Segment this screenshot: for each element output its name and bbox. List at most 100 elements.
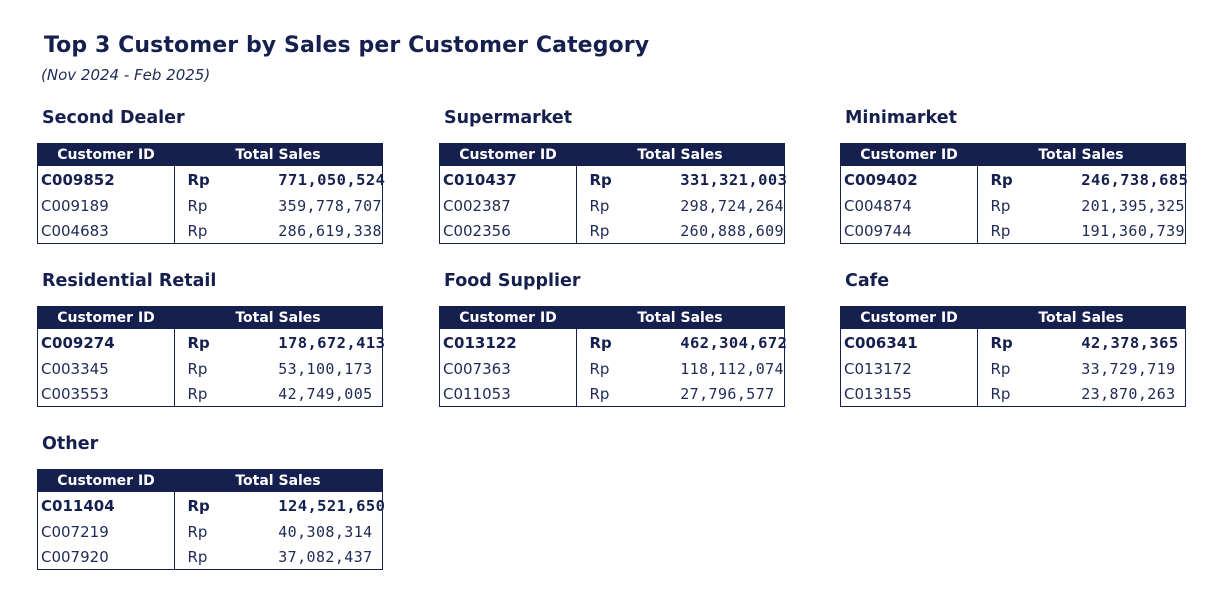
customer-id-cell: C004874 (840, 193, 978, 218)
currency-cell: Rp (589, 221, 610, 240)
sales-amount-cell: 124,521,650 (278, 491, 385, 519)
table-row: C013172 Rp 33,729,719 (840, 356, 1186, 381)
customer-id-cell: C003553 (37, 381, 175, 407)
sales-table-second-dealer: Customer ID Total Sales C009852 Rp 771,050,5… (37, 143, 385, 244)
table-row: C004874 Rp 201,395,325 (840, 193, 1186, 218)
customer-id-cell: C004683 (37, 218, 175, 244)
customer-id-cell: C006341 (840, 328, 978, 356)
table-row-top: C009274 Rp 178,672,413 (37, 328, 385, 356)
currency-cell: Rp (187, 359, 208, 378)
page-subtitle: (Nov 2024 - Feb 2025) (41, 66, 211, 84)
sales-amount-cell: 40,308,314 (278, 522, 373, 541)
total-sales-header: Total Sales (576, 306, 785, 329)
table-row: C007363 Rp 118,112,074 (439, 356, 785, 381)
category-title: Cafe (845, 271, 890, 291)
sales-amount-cell: 771,050,524 (278, 165, 385, 193)
currency-cell: Rp (990, 221, 1011, 240)
table-row: C009744 Rp 191,360,739 (840, 218, 1186, 244)
sales-amount-cell: 23,870,263 (1081, 384, 1176, 403)
table-header-row: Customer ID Total Sales (840, 143, 1186, 166)
sales-amount-cell: 191,360,739 (1081, 221, 1185, 240)
customer-id-cell: C013172 (840, 356, 978, 381)
customer-id-header: Customer ID (37, 143, 174, 166)
sales-table-residential-retail: Customer ID Total Sales C009274 Rp 178,672,4… (37, 306, 385, 407)
table-row-top: C013122 Rp 462,304,672 (439, 328, 787, 356)
sales-amount-cell: 359,778,707 (278, 196, 382, 215)
customer-id-cell: C007219 (37, 519, 175, 544)
customer-id-header: Customer ID (37, 306, 174, 329)
category-title: Residential Retail (42, 271, 217, 291)
table-header-row: Customer ID Total Sales (37, 143, 383, 166)
table-row: C009189 Rp 359,778,707 (37, 193, 383, 218)
table-row-top: C006341 Rp 42,378,365 (840, 328, 1186, 356)
customer-id-cell: C009189 (37, 193, 175, 218)
currency-cell: Rp (187, 384, 208, 403)
customer-id-header: Customer ID (439, 306, 576, 329)
table-row-top: C009852 Rp 771,050,524 (37, 165, 385, 193)
table-header-row: Customer ID Total Sales (37, 469, 383, 492)
currency-cell: Rp (589, 359, 610, 378)
sales-amount-cell: 462,304,672 (680, 328, 787, 356)
table-row: C003553 Rp 42,749,005 (37, 381, 383, 407)
table-row: C007219 Rp 40,308,314 (37, 519, 383, 544)
customer-id-header: Customer ID (840, 306, 977, 329)
currency-cell: Rp (187, 221, 208, 240)
total-sales-header: Total Sales (174, 306, 383, 329)
table-header-row: Customer ID Total Sales (439, 306, 785, 329)
currency-cell: Rp (576, 328, 681, 356)
category-title: Supermarket (444, 108, 573, 128)
customer-id-cell: C013122 (439, 328, 577, 356)
category-title: Other (42, 434, 99, 454)
category-title: Minimarket (845, 108, 957, 128)
total-sales-header: Total Sales (977, 143, 1186, 166)
sales-amount-cell: 331,321,003 (680, 165, 787, 193)
customer-id-cell: C009852 (37, 165, 175, 193)
sales-amount-cell: 286,619,338 (278, 221, 382, 240)
sales-amount-cell: 118,112,074 (680, 359, 784, 378)
currency-cell: Rp (174, 491, 279, 519)
currency-cell: Rp (589, 384, 610, 403)
customer-id-cell: C009274 (37, 328, 175, 356)
customer-id-cell: C002387 (439, 193, 577, 218)
total-sales-header: Total Sales (977, 306, 1186, 329)
customer-id-header: Customer ID (37, 469, 174, 492)
currency-cell: Rp (187, 196, 208, 215)
sales-amount-cell: 260,888,609 (680, 221, 784, 240)
table-header-row: Customer ID Total Sales (840, 306, 1186, 329)
currency-cell: Rp (977, 165, 1082, 193)
customer-id-cell: C009744 (840, 218, 978, 244)
customer-id-cell: C009402 (840, 165, 978, 193)
table-row: C002356 Rp 260,888,609 (439, 218, 785, 244)
sales-table-supermarket: Customer ID Total Sales C010437 Rp 331,321,0… (439, 143, 787, 244)
currency-cell: Rp (187, 547, 208, 566)
sales-table-minimarket: Customer ID Total Sales C009402 Rp 246,738,6… (840, 143, 1188, 244)
customer-id-cell: C010437 (439, 165, 577, 193)
currency-cell: Rp (576, 165, 681, 193)
category-title: Food Supplier (444, 271, 581, 291)
currency-cell: Rp (174, 328, 279, 356)
currency-cell: Rp (977, 328, 1082, 356)
total-sales-header: Total Sales (174, 143, 383, 166)
currency-cell: Rp (174, 165, 279, 193)
total-sales-header: Total Sales (174, 469, 383, 492)
customer-id-cell: C002356 (439, 218, 577, 244)
sales-table-cafe: Customer ID Total Sales C006341 Rp 42,378,36… (840, 306, 1186, 407)
sales-amount-cell: 201,395,325 (1081, 196, 1185, 215)
table-row: C011053 Rp 27,796,577 (439, 381, 785, 407)
customer-id-header: Customer ID (840, 143, 977, 166)
total-sales-header: Total Sales (576, 143, 785, 166)
currency-cell: Rp (990, 359, 1011, 378)
page-title: Top 3 Customer by Sales per Customer Cat… (44, 33, 650, 58)
sales-amount-cell: 33,729,719 (1081, 359, 1176, 378)
table-row: C007920 Rp 37,082,437 (37, 544, 383, 570)
customer-id-cell: C011053 (439, 381, 577, 407)
customer-id-cell: C003345 (37, 356, 175, 381)
customer-id-cell: C007363 (439, 356, 577, 381)
currency-cell: Rp (589, 196, 610, 215)
customer-id-cell: C011404 (37, 491, 175, 519)
sales-amount-cell: 178,672,413 (278, 328, 385, 356)
customer-id-cell: C013155 (840, 381, 978, 407)
sales-amount-cell: 42,749,005 (278, 384, 373, 403)
table-header-row: Customer ID Total Sales (439, 143, 785, 166)
category-title: Second Dealer (42, 108, 185, 128)
